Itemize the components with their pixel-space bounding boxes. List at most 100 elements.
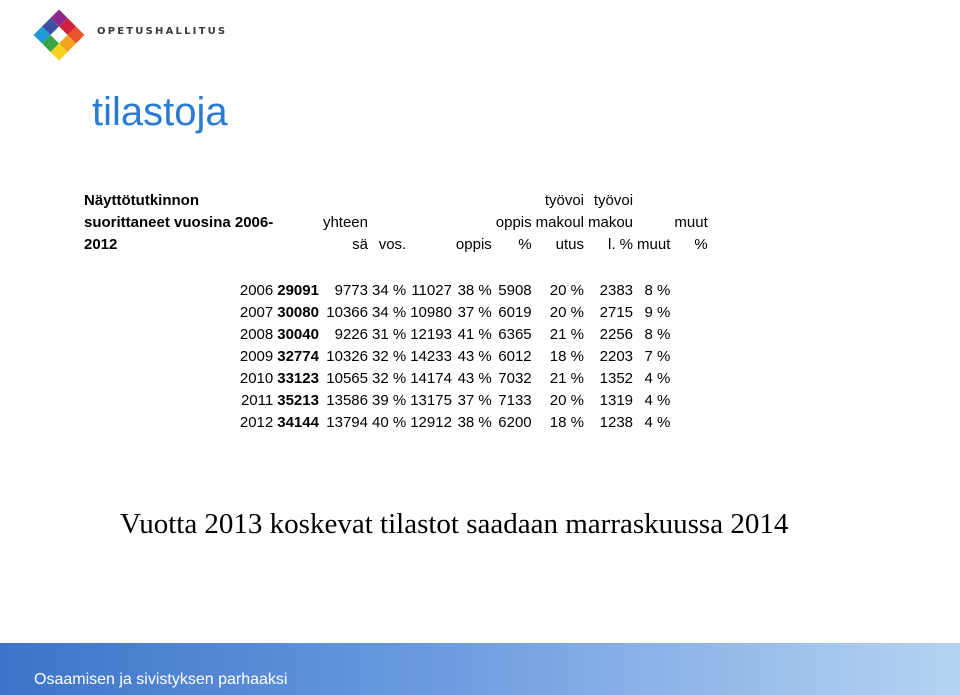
year-cell: 2007 <box>239 304 274 321</box>
header-cell <box>370 190 408 212</box>
table-cell: 7133 <box>498 392 532 409</box>
table-cell-empty <box>672 324 709 346</box>
header-cell: utus <box>555 236 584 253</box>
table-label-line-2: suorittaneet vuosina 2006- <box>84 214 274 231</box>
header-cell: työvoi <box>593 192 634 209</box>
header-cell: työvoi <box>544 192 584 209</box>
header-cell <box>408 234 454 256</box>
footer-bar: Osaamisen ja sivistyksen parhaaksi <box>0 643 960 695</box>
table-cell-empty <box>672 302 709 324</box>
year-cell: 2009 <box>239 348 274 365</box>
table-cell: 43 % <box>457 370 492 387</box>
table-cell: 7 % <box>644 348 671 365</box>
total-cell: 35213 <box>277 392 319 409</box>
table-cell: 40 % <box>372 414 407 431</box>
table-cell: 2256 <box>599 326 634 343</box>
table-cell-empty <box>672 280 709 302</box>
table-cell: 4 % <box>644 370 671 387</box>
table-cell: 6200 <box>498 414 532 431</box>
table-cell: 18 % <box>549 414 584 431</box>
total-cell: 30080 <box>277 304 319 321</box>
header-cell: vos. <box>378 236 407 253</box>
header-cell <box>494 190 534 212</box>
table-row: 2011 35213 13586 39 % 13175 37 % 7133 20 % 1319 4… <box>82 390 710 412</box>
table-cell: 39 % <box>372 392 407 409</box>
table-cell: 38 % <box>457 282 492 299</box>
page-title: tilastoja <box>92 90 228 134</box>
table-header-row-2: suorittaneet vuosina 2006- yhteen oppis … <box>82 212 710 234</box>
table-cell: 1238 <box>599 414 634 431</box>
table-cell: 10980 <box>410 304 452 321</box>
table-row: 2009 32774 10326 32 % 14233 43 % 6012 18 % 2203 7… <box>82 346 710 368</box>
table-cell: 8 % <box>644 282 671 299</box>
table-cell: 2383 <box>599 282 634 299</box>
total-cell: 34144 <box>277 414 319 431</box>
table-cell: 10366 <box>326 304 368 321</box>
year-cell: 2008 <box>239 326 274 343</box>
table-cell: 43 % <box>457 348 492 365</box>
logo-text: OPETUSHALLITUS <box>97 26 228 37</box>
year-cell: 2006 <box>239 282 274 299</box>
table-cell: 6019 <box>498 304 532 321</box>
table-label-line-3: 2012 <box>84 236 118 253</box>
table-cell: 13586 <box>326 392 368 409</box>
total-cell: 32774 <box>277 348 319 365</box>
table-cell: 6012 <box>498 348 532 365</box>
header-cell <box>454 190 494 212</box>
table-cell: 34 % <box>372 304 407 321</box>
table-cell: 20 % <box>549 282 584 299</box>
table-cell: 14233 <box>410 348 452 365</box>
header-cell <box>454 212 494 234</box>
header-cell: % <box>518 236 532 253</box>
header-cell: muut <box>674 214 708 231</box>
table-cell: 1352 <box>599 370 634 387</box>
table-row: 2007 30080 10366 34 % 10980 37 % 6019 20 % 2715 9… <box>82 302 710 324</box>
table-cell-empty <box>672 390 709 412</box>
opetushallitus-logo-icon <box>33 9 85 61</box>
header-cell <box>275 190 321 212</box>
header-cell: sä <box>352 236 368 253</box>
table-cell: 10565 <box>326 370 368 387</box>
table-cell: 31 % <box>372 326 407 343</box>
table-cell: 32 % <box>372 348 407 365</box>
table-cell: 4 % <box>644 414 671 431</box>
header-cell <box>321 190 370 212</box>
header-cell: l. % <box>608 236 634 253</box>
table-cell: 20 % <box>549 304 584 321</box>
table-cell: 12912 <box>410 414 452 431</box>
table-cell: 10326 <box>326 348 368 365</box>
table-cell: 6365 <box>498 326 532 343</box>
table-row: 2012 34144 13794 40 % 12912 38 % 6200 18 % 1238 4… <box>82 412 710 434</box>
table-cell: 7032 <box>498 370 532 387</box>
header-cell: oppis <box>455 236 492 253</box>
header-cell <box>275 212 321 234</box>
table-header-row-3: 2012 sä vos. oppis % utus l. % muut % <box>82 234 710 256</box>
table-header-row-1: Näyttötutkinnon työvoi työvoi <box>82 190 710 212</box>
table-cell: 38 % <box>457 414 492 431</box>
header-cell: makoul <box>535 214 584 231</box>
table-row: 2010 33123 10565 32 % 14174 43 % 7032 21 % 1352 4… <box>82 368 710 390</box>
total-cell: 29091 <box>277 282 319 299</box>
table-cell: 14174 <box>410 370 452 387</box>
table-cell: 13794 <box>326 414 368 431</box>
header-cell <box>672 190 709 212</box>
table-cell: 1319 <box>599 392 634 409</box>
header-cell: muut <box>637 236 671 253</box>
header-cell <box>635 190 672 212</box>
header-cell <box>635 212 672 234</box>
footer-text: Osaamisen ja sivistyksen parhaaksi <box>34 671 288 688</box>
table-cell-empty <box>672 346 709 368</box>
table-cell-empty <box>672 368 709 390</box>
header-cell <box>275 234 321 256</box>
table-cell: 20 % <box>549 392 584 409</box>
table-row: 2008 30040 9226 31 % 12193 41 % 6365 21 % 2256 8 … <box>82 324 710 346</box>
header-cell <box>408 190 454 212</box>
table-cell: 2203 <box>599 348 634 365</box>
header-cell: oppis <box>495 214 532 231</box>
total-cell: 30040 <box>277 326 319 343</box>
table-cell: 5908 <box>498 282 532 299</box>
table-cell: 32 % <box>372 370 407 387</box>
table-label-line-1: Näyttötutkinnon <box>84 192 199 209</box>
table-cell: 2715 <box>599 304 634 321</box>
table-cell: 41 % <box>457 326 492 343</box>
